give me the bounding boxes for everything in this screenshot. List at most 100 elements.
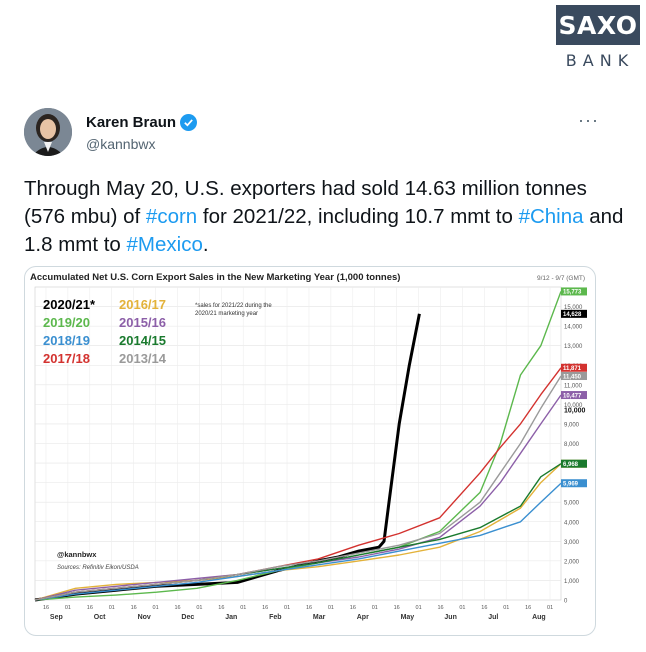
series-end-label-box [561,309,587,318]
y-tick-label: 8,000 [564,442,580,448]
month-label: Oct [94,614,106,621]
y-tick-label: 3,000 [564,540,580,546]
avatar[interactable] [24,108,72,156]
x-tick-label: 01 [284,605,290,611]
x-tick-label: 01 [65,605,71,611]
x-tick-label: 01 [459,605,465,611]
chart-credit: @kannbwx [57,550,97,559]
chart-note-line: *sales for 2021/22 during the [195,303,272,309]
y-tick-label: 9,000 [564,422,580,428]
threshold-label: 10,000 [564,407,586,414]
x-tick-label: 16 [350,605,356,611]
legend-entry: 2014/15 [119,333,166,348]
author-name[interactable]: Karen Braun [86,114,177,131]
x-tick-label: 01 [372,605,378,611]
y-tick-label: 4,000 [564,520,580,526]
series-line [34,463,562,601]
tweet-text-segment: . [202,233,209,256]
author-name-row[interactable]: Karen Braun [86,114,198,131]
hashtag-link[interactable]: #Mexico [126,233,203,256]
month-label: May [401,614,415,621]
y-tick-label: 5,000 [564,501,580,507]
y-tick-label: 1,000 [564,579,580,585]
x-tick-label: 16 [437,605,443,611]
x-tick-label: 16 [525,605,531,611]
chart-source: Sources: Refinitiv Eikon/USDA [57,565,139,571]
legend-entry: 2020/21* [43,297,96,312]
y-tick-label: 11,000 [564,383,583,389]
tweet-text-segment: for 2021/22, including 10.7 mmt to [197,205,519,228]
x-tick-label: 01 [328,605,334,611]
x-tick-label: 16 [218,605,224,611]
y-tick-label: 13,000 [564,344,583,350]
legend-entry: 2015/16 [119,315,166,330]
legend-entry: 2017/18 [43,351,90,366]
series-end-label-box [561,363,587,372]
x-tick-label: 01 [503,605,509,611]
month-label: Jan [225,614,237,621]
logo-subtitle: BANK [565,51,635,70]
series-end-label: 6,968 [563,462,579,468]
series-end-label-box [561,287,587,296]
month-label: Aug [532,614,546,621]
x-tick-label: 16 [306,605,312,611]
hashtag-link[interactable]: #China [518,205,584,228]
series-line [34,482,562,601]
legend-entry: 2013/14 [119,351,167,366]
legend-entry: 2016/17 [119,297,166,312]
x-tick-label: 01 [153,605,159,611]
month-label: Apr [357,614,369,621]
tweet-text-segment: Through May 20, U.S. exporters had sold … [24,177,587,228]
legend-entry: 2018/19 [43,333,90,348]
series-end-label-box [561,459,587,468]
x-tick-label: 01 [240,605,246,611]
x-tick-label: 16 [87,605,93,611]
verified-icon [180,114,198,131]
month-label: Feb [269,614,281,621]
series-end-label-box [561,479,587,488]
more-options-icon[interactable]: ··· [578,110,599,130]
legend-entry: 2019/20 [43,315,90,330]
series-end-label-box [561,391,587,400]
chart-title: Accumulated Net U.S. Corn Export Sales i… [30,272,400,283]
series-end-label: 10,477 [563,393,582,399]
month-label: Dec [181,614,194,621]
x-tick-label: 16 [262,605,268,611]
series-end-label: 11,450 [563,374,582,380]
tweet-text-segment: and 1.8 mmt to [24,205,624,256]
x-tick-label: 01 [416,605,422,611]
month-label: Jun [444,614,456,621]
chart-image-card[interactable]: Accumulated Net U.S. Corn Export Sales i… [24,266,596,636]
x-tick-label: 01 [109,605,115,611]
hashtag-link[interactable]: #corn [145,205,198,228]
x-tick-label: 16 [131,605,137,611]
tweet-text: Through May 20, U.S. exporters had sold … [24,175,624,259]
month-label: Jul [488,614,498,621]
x-tick-label: 16 [481,605,487,611]
series-end-label: 5,969 [563,482,579,488]
chart-date-range: 9/12 - 9/7 (GMT) [537,275,585,282]
saxo-bank-logo: SAXO BANK [556,5,640,70]
y-tick-label: 0 [564,599,568,605]
series-end-label: 11,871 [563,366,582,372]
logo-wordmark: SAXO [556,5,640,45]
series-end-label: 14,628 [563,312,582,318]
y-tick-label: 10,000 [564,403,583,409]
x-tick-label: 16 [394,605,400,611]
x-tick-label: 01 [547,605,553,611]
series-end-label-box [561,372,587,381]
month-label: Mar [313,614,326,621]
x-tick-label: 01 [196,605,202,611]
month-label: Nov [138,614,151,621]
chart-note-line: 2020/21 marketing year [195,311,258,317]
month-label: Sep [50,614,63,621]
x-tick-label: 16 [174,605,180,611]
y-tick-label: 2,000 [564,559,580,565]
series-line [34,394,562,601]
series-line [34,375,562,601]
series-end-label: 15,773 [563,290,582,296]
y-tick-label: 14,000 [564,325,583,331]
x-tick-label: 16 [43,605,49,611]
author-handle[interactable]: @kannbwx [86,136,156,152]
y-tick-label: 15,000 [564,305,583,311]
